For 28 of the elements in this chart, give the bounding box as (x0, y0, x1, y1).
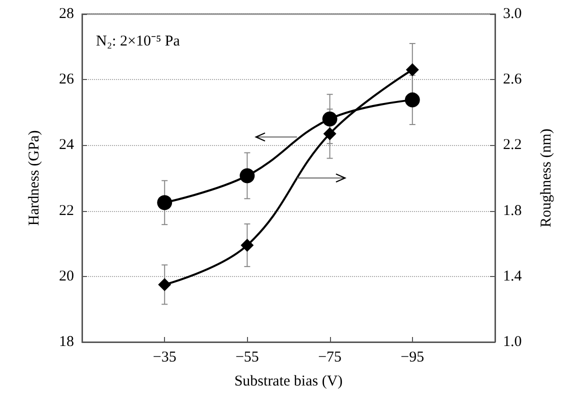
y2-tick-label: 1.0 (503, 334, 522, 350)
x-tick-label: −35 (152, 350, 176, 366)
y-tick-label: 20 (59, 268, 74, 284)
y-tick-label: 24 (59, 137, 74, 154)
x-tick-label: −95 (400, 350, 424, 366)
y2-tick-label: 1.4 (503, 268, 522, 284)
y-tick-label: 22 (59, 202, 74, 219)
point (406, 63, 419, 76)
x-axis-title: Substrate bias (V) (234, 374, 343, 390)
y-axis-title: Hardness (GPa) (26, 130, 42, 226)
point (404, 92, 420, 108)
y2-tick-label: 3.0 (503, 6, 522, 22)
point (240, 168, 255, 184)
y2-tick-label: 2.2 (503, 137, 522, 154)
point (157, 195, 172, 210)
y-tick-label: 28 (59, 6, 74, 22)
y2-tick-label: 2.6 (503, 72, 522, 88)
y-tick-label: 26 (59, 72, 74, 88)
y2-tick-label: 1.8 (503, 202, 522, 219)
point (322, 111, 338, 126)
x-tick-label: −75 (318, 350, 342, 366)
y2-axis-title: Roughness (nm) (538, 128, 554, 228)
x-tick-label: −55 (235, 350, 259, 366)
y-tick-label: 18 (59, 334, 74, 350)
annotation: N₂: 2×10⁻⁵ Pa (96, 34, 180, 50)
point (323, 127, 336, 140)
point (240, 238, 254, 252)
point (158, 278, 172, 292)
